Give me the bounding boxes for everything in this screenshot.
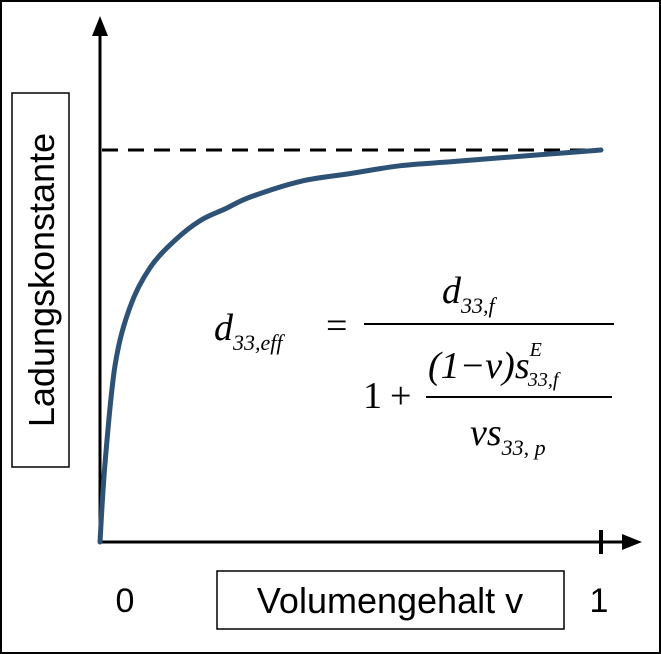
- formula-den-one: 1: [363, 375, 382, 417]
- y-label-box: [11, 92, 70, 468]
- formula-inner-denominator: vs33, p: [470, 412, 546, 460]
- formula-numerator: d33,f: [442, 270, 498, 318]
- data-series-curve: [97, 147, 604, 545]
- formula-lhs: d33,eff: [214, 307, 285, 355]
- y-axis-arrowhead: [92, 16, 108, 36]
- formula-den-plus: +: [390, 375, 411, 417]
- x-label-box: [216, 570, 565, 630]
- y-axis-label: Ladungskonstante: [21, 133, 62, 427]
- x-axis-label: Volumengehalt v: [257, 580, 523, 621]
- formula-inner-numerator: (1−v)sE 33,f: [428, 339, 561, 391]
- formula-equals: =: [326, 305, 347, 347]
- formula: d33,eff = d33,f 1 + (1−v)sE 33,f vs33, p: [214, 270, 614, 460]
- x-tick-label-1: 1: [590, 582, 609, 620]
- x-tick-label-0: 0: [116, 582, 135, 620]
- x-axis-arrowhead: [622, 534, 642, 550]
